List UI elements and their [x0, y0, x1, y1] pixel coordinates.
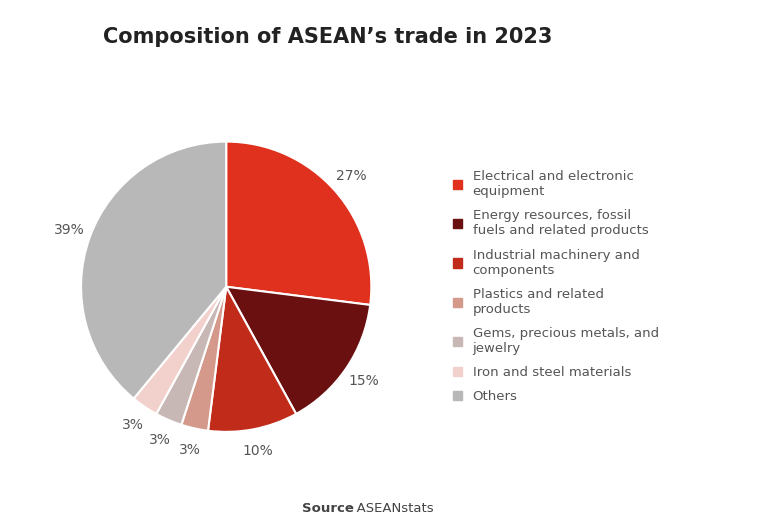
Text: 15%: 15%	[349, 373, 380, 388]
Wedge shape	[156, 287, 226, 425]
Text: 3%: 3%	[179, 443, 200, 457]
Text: 39%: 39%	[54, 223, 84, 237]
Text: 3%: 3%	[122, 418, 144, 432]
Text: Source: Source	[302, 502, 353, 515]
Wedge shape	[81, 142, 226, 399]
Text: 27%: 27%	[336, 169, 367, 183]
Text: : ASEANstats: : ASEANstats	[348, 502, 434, 515]
Legend: Electrical and electronic
equipment, Energy resources, fossil
fuels and related : Electrical and electronic equipment, Ene…	[452, 170, 658, 404]
Wedge shape	[226, 287, 370, 414]
Wedge shape	[226, 142, 371, 305]
Text: 10%: 10%	[242, 444, 273, 458]
Wedge shape	[133, 287, 226, 414]
Wedge shape	[181, 287, 226, 431]
Wedge shape	[208, 287, 296, 432]
Text: Composition of ASEAN’s trade in 2023: Composition of ASEAN’s trade in 2023	[103, 27, 552, 47]
Text: 3%: 3%	[149, 433, 171, 447]
